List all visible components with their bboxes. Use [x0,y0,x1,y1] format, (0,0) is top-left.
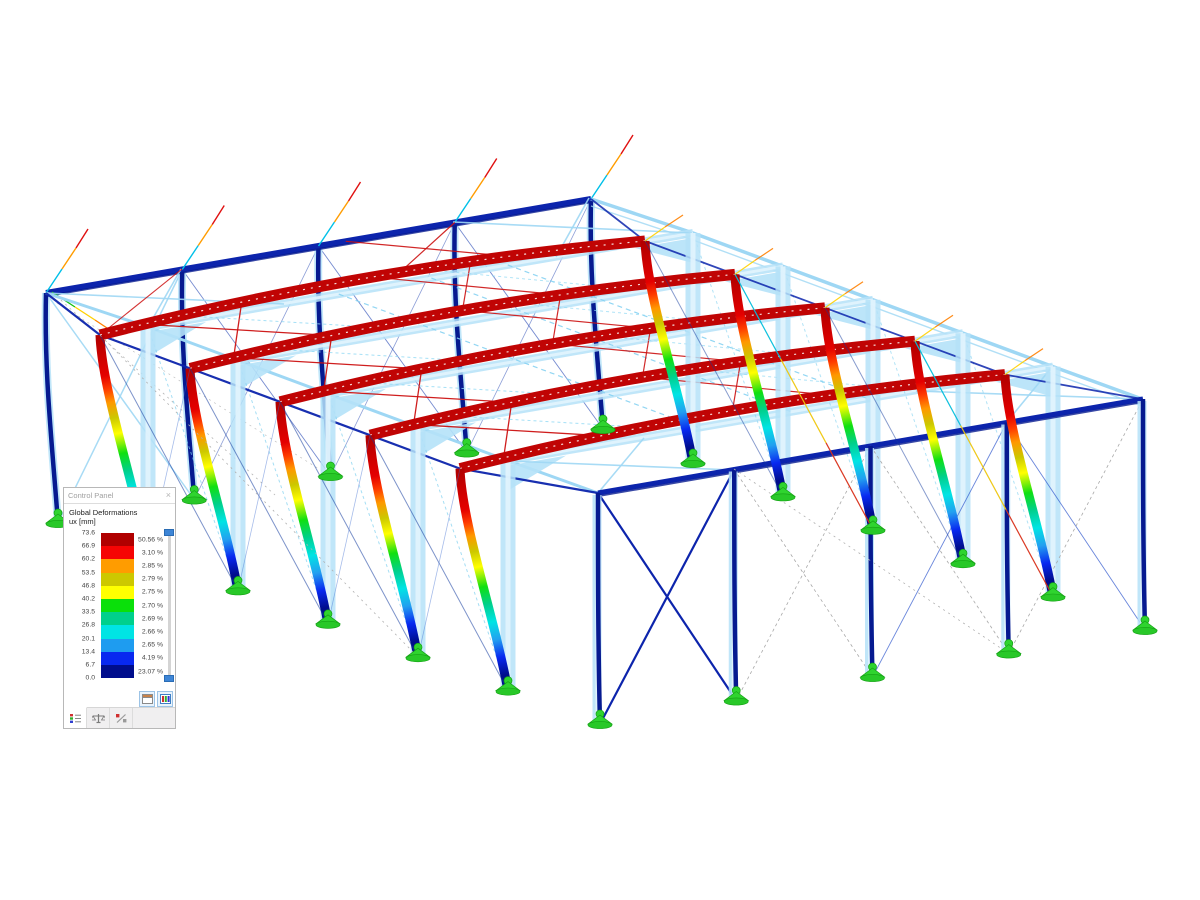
front-end-wall[interactable] [592,396,1148,725]
color-band-swatch[interactable] [101,572,134,586]
color-band-swatch[interactable] [101,625,134,639]
close-icon[interactable]: × [165,490,171,500]
band-percentage-label: 2.69 % [141,615,163,623]
panel-settings-button[interactable] [139,691,155,707]
panel-tab-bar [64,707,175,728]
scale-value-label: 20.1 [81,635,95,643]
color-band-swatch[interactable] [101,612,134,626]
scale-slider-track[interactable] [168,533,171,679]
band-percentage-label: 2.75 % [141,588,163,596]
control-panel[interactable]: Control Panel × Global Deformations ux [… [63,487,176,729]
control-panel-title: Control Panel [68,491,114,500]
color-spectrum-icon [69,713,81,723]
scale-value-label: 46.8 [81,582,95,590]
band-percentage-label: 3.10 % [141,549,163,557]
right-portal-columns[interactable] [640,214,1058,654]
band-percentage-label: 23.07 % [138,668,163,676]
scale-value-label: 6.7 [85,661,95,669]
color-band-swatch[interactable] [101,665,134,679]
color-band-swatch[interactable] [101,599,134,613]
scale-value-label: 53.5 [81,569,95,577]
scale-value-label: 13.4 [81,648,95,656]
control-panel-titlebar[interactable]: Control Panel × [64,488,175,504]
color-scale-legend[interactable]: 73.6 66.9 60.2 53.5 46.8 40.2 33.5 26.8 20.1 13.4… [64,528,175,683]
band-percentage-label: 50.56 % [138,536,163,544]
band-percentage-label: 4.19 % [141,654,163,662]
color-band-swatch[interactable] [101,651,134,665]
tab-factors[interactable] [87,708,110,728]
color-band-swatch[interactable] [101,638,134,652]
ghost-columns [140,233,1061,691]
color-band-swatch[interactable] [101,546,134,560]
left-portal-columns[interactable] [95,334,513,692]
percent-filter-icon [115,713,126,723]
scale-max-handle[interactable] [164,529,174,536]
tab-filter[interactable] [110,708,133,728]
tab-color-spectrum[interactable] [64,707,87,728]
color-bars-icon [159,694,171,704]
nodal-supports[interactable] [44,414,1159,729]
roof-bracing-deformed[interactable] [99,222,879,458]
scale-min-handle[interactable] [164,675,174,683]
color-scale-options-button[interactable] [157,691,173,707]
scale-value-label: 33.5 [81,608,95,616]
scale-value-label: 40.2 [81,595,95,603]
portal-rafters[interactable] [98,235,1006,474]
band-percentage-label: 2.70 % [141,602,163,610]
band-percentage-label: 2.85 % [141,562,163,570]
scale-value-label: 0.0 [85,674,95,682]
result-type-label: Global Deformations [69,508,138,517]
band-percentage-label: 2.65 % [141,641,163,649]
scale-value-label: 60.2 [81,555,95,563]
panel-window-icon [141,694,153,704]
color-band-swatch[interactable] [101,585,134,599]
color-band-swatch[interactable] [101,533,134,547]
scale-value-label: 73.6 [81,529,95,537]
result-component-label: ux [mm] [69,517,96,526]
band-percentage-label: 2.79 % [141,575,163,583]
color-band-swatch[interactable] [101,559,134,573]
scale-value-label: 26.8 [81,621,95,629]
scales-icon [91,713,105,723]
scale-value-label: 66.9 [81,542,95,550]
band-percentage-label: 2.66 % [141,628,163,636]
